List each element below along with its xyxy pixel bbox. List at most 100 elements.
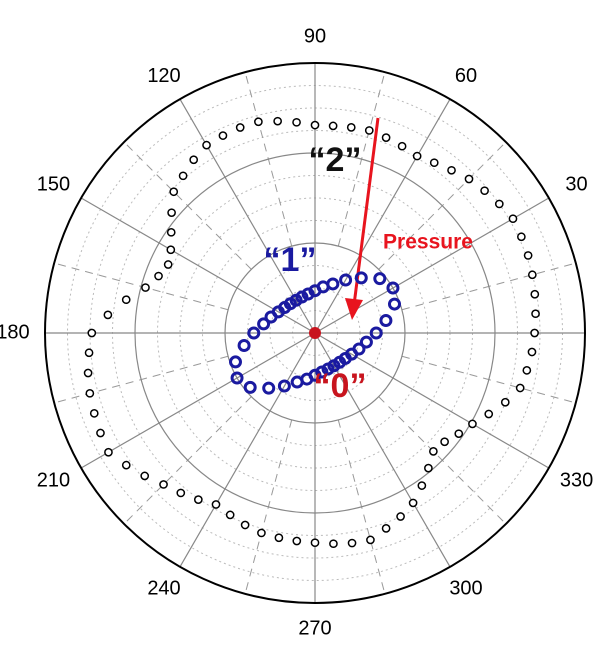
pressure-arrowhead xyxy=(345,298,363,320)
theta-tick-label: 30 xyxy=(565,173,587,195)
data-point xyxy=(329,539,338,549)
spoke xyxy=(80,332,316,469)
data-point xyxy=(412,151,422,161)
data-point xyxy=(387,297,401,311)
data-point xyxy=(301,287,315,301)
data-point xyxy=(530,328,539,338)
data-point xyxy=(225,510,235,520)
data-point xyxy=(429,447,438,456)
data-point xyxy=(386,281,400,295)
data-point xyxy=(369,326,383,340)
theta-tick-label: 60 xyxy=(455,65,477,87)
data-point xyxy=(408,498,418,508)
data-point xyxy=(218,131,228,140)
data-point xyxy=(359,335,373,349)
data-point xyxy=(347,538,357,548)
data-point xyxy=(379,313,393,327)
data-point xyxy=(310,120,320,130)
data-point xyxy=(273,116,282,126)
data-point xyxy=(447,165,456,175)
data-point xyxy=(243,380,257,394)
data-point xyxy=(352,342,366,356)
data-point xyxy=(237,339,251,353)
data-point xyxy=(522,366,532,375)
data-point xyxy=(515,383,525,393)
data-point xyxy=(257,317,271,331)
data-point xyxy=(193,495,203,504)
annotation: Pressure xyxy=(383,231,473,254)
data-point xyxy=(189,155,199,165)
data-point xyxy=(121,460,131,470)
data-point xyxy=(494,199,504,209)
spoke xyxy=(179,332,316,568)
data-point xyxy=(396,512,405,521)
data-point xyxy=(176,488,186,498)
data-point xyxy=(159,480,168,489)
data-point xyxy=(373,272,387,286)
data-point xyxy=(464,174,474,184)
annotation: “1” xyxy=(264,241,317,279)
annotation: “0” xyxy=(314,367,367,405)
theta-tick-label: 120 xyxy=(147,65,180,87)
data-point xyxy=(484,409,494,419)
data-point xyxy=(257,528,266,538)
data-point xyxy=(315,365,329,379)
data-point xyxy=(85,388,95,398)
data-point xyxy=(480,186,489,196)
data-point xyxy=(397,141,407,151)
data-point xyxy=(140,471,150,481)
data-point xyxy=(230,371,244,385)
theta-tick-label: 90 xyxy=(304,25,326,47)
data-point xyxy=(163,260,173,269)
theta-tick-label: 330 xyxy=(560,469,593,491)
data-point xyxy=(178,171,188,181)
data-point xyxy=(424,463,433,473)
data-point xyxy=(523,251,533,260)
theta-tick-label: 270 xyxy=(298,617,331,639)
data-point xyxy=(292,536,302,546)
data-point xyxy=(354,271,368,285)
spoke xyxy=(314,98,451,334)
data-point xyxy=(531,309,540,319)
data-point xyxy=(87,328,97,338)
data-point xyxy=(530,289,540,299)
data-point xyxy=(328,121,338,131)
data-point xyxy=(440,437,449,447)
grid-circle xyxy=(44,62,586,604)
data-point xyxy=(254,117,263,127)
data-point xyxy=(89,408,99,418)
data-point xyxy=(103,310,113,320)
data-point xyxy=(229,355,243,369)
data-point xyxy=(310,538,320,548)
data-point xyxy=(211,500,221,509)
data-point xyxy=(262,381,276,395)
data-point xyxy=(96,428,105,438)
data-point xyxy=(292,117,301,127)
data-point xyxy=(235,123,245,132)
data-point xyxy=(417,481,427,490)
data-point xyxy=(274,533,284,543)
data-point xyxy=(202,140,211,150)
data-point xyxy=(166,245,176,255)
theta-tick-label: 210 xyxy=(37,469,70,491)
spoke xyxy=(314,332,550,469)
data-point xyxy=(166,227,176,237)
data-point xyxy=(83,368,93,378)
data-point xyxy=(277,379,291,393)
data-point xyxy=(247,326,261,340)
data-point xyxy=(154,271,163,281)
data-point xyxy=(429,158,439,168)
data-point xyxy=(240,520,250,530)
data-point xyxy=(84,348,94,358)
data-point xyxy=(468,419,477,429)
data-point xyxy=(527,347,537,357)
theta-tick-label: 180 xyxy=(0,321,30,343)
data-point xyxy=(527,270,537,280)
data-point xyxy=(381,524,391,533)
data-point xyxy=(364,126,374,135)
data-point xyxy=(169,187,179,197)
data-point xyxy=(381,133,391,142)
data-point xyxy=(167,208,176,218)
data-point xyxy=(346,123,356,132)
